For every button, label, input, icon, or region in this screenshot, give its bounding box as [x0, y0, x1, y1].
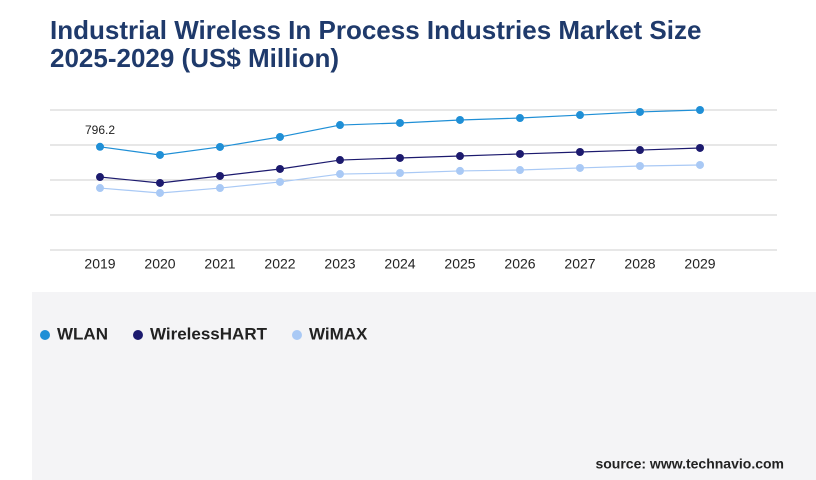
data-point [696, 160, 704, 169]
x-tick-label: 2019 [84, 256, 115, 272]
data-point [276, 132, 284, 141]
data-point [636, 107, 644, 116]
legend-panel [32, 292, 816, 480]
data-point [456, 152, 464, 161]
data-point [276, 177, 284, 186]
series-line [99, 147, 701, 184]
x-tick-label: 2025 [444, 256, 475, 272]
chart-title: Industrial Wireless In Process Industrie… [50, 15, 701, 45]
data-point [636, 146, 644, 155]
x-tick-label: 2028 [624, 256, 655, 272]
data-point [516, 114, 524, 123]
x-tick-label: 2029 [684, 256, 715, 272]
data-point [336, 170, 344, 179]
series-line [99, 109, 701, 156]
data-point [516, 149, 524, 158]
data-point [636, 162, 644, 170]
data-point [216, 171, 224, 180]
x-tick-label: 2023 [324, 256, 355, 272]
x-tick-label: 2027 [564, 256, 595, 272]
legend-marker [291, 330, 302, 340]
x-tick-label: 2026 [504, 256, 535, 272]
data-point [576, 148, 584, 156]
data-point [516, 166, 524, 175]
data-point [216, 184, 224, 193]
data-point [276, 164, 284, 173]
data-point [336, 156, 344, 165]
legend-marker [132, 330, 143, 340]
data-point [696, 143, 704, 152]
data-point [576, 111, 584, 120]
data-label: 796.2 [85, 123, 115, 137]
data-point [456, 166, 464, 175]
data-point [696, 106, 704, 114]
data-point [156, 188, 164, 197]
x-tick-label: 2021 [204, 256, 235, 272]
data-point [396, 169, 404, 177]
data-point [96, 184, 104, 193]
chart-title: 2025-2029 (US$ Million) [50, 43, 339, 73]
data-point [336, 121, 344, 130]
legend-label: WirelessHART [150, 324, 268, 343]
data-point [576, 163, 584, 172]
legend-marker [40, 330, 50, 340]
x-tick-label: 2024 [384, 256, 415, 272]
data-point [456, 115, 464, 124]
data-point [396, 153, 404, 162]
legend-label: WLAN [57, 324, 108, 343]
data-point [396, 118, 404, 127]
legend-label: WiMAX [309, 324, 368, 343]
data-point [96, 173, 104, 182]
x-tick-label: 2020 [144, 256, 175, 272]
x-tick-label: 2022 [264, 256, 295, 272]
data-point [156, 150, 164, 159]
data-point [96, 142, 104, 151]
data-point [216, 142, 224, 151]
source: source: www.technavio.com [595, 456, 784, 472]
data-point [156, 178, 164, 187]
